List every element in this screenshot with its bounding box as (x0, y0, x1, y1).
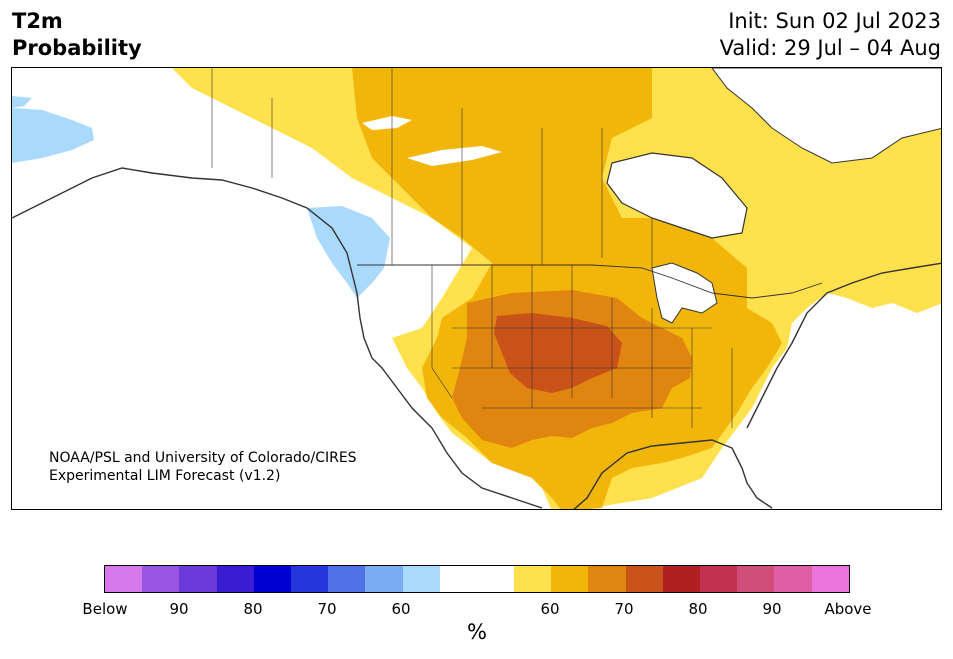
prob-region-below-60-alaska-inner (12, 96, 32, 108)
map-title: T2m Probability (12, 8, 142, 62)
colorbar-segment (142, 566, 180, 592)
colorbar-segment (476, 566, 515, 592)
coastline (12, 167, 543, 509)
colorbar-tick-label: Below (82, 600, 128, 618)
colorbar-tick-label: 70 (614, 600, 634, 618)
inland-lake-2 (407, 146, 502, 166)
colorbar-segment (439, 566, 477, 592)
colorbar-tick-label: 90 (762, 600, 782, 618)
colorbar-segment (811, 566, 849, 592)
arctic-islands (711, 68, 941, 164)
init-date: Init: Sun 02 Jul 2023 (728, 9, 941, 33)
colorbar-segment (588, 566, 626, 592)
colorbar-segment (365, 566, 403, 592)
colorbar-tick-label: 80 (688, 600, 708, 618)
colorbar-segment (625, 566, 663, 592)
probability-colorbar (104, 565, 850, 593)
credit-line-1: NOAA/PSL and University of Colorado/CIRE… (49, 450, 357, 466)
prob-region-75 (494, 313, 622, 393)
prob-region-below-60-pacific (307, 206, 390, 298)
valid-range: Valid: 29 Jul – 04 Aug (719, 36, 941, 60)
colorbar-segment (328, 566, 366, 592)
date-info: Init: Sun 02 Jul 2023 Valid: 29 Jul – 04… (720, 8, 941, 62)
colorbar-tick-label: 90 (169, 600, 189, 618)
colorbar-segment (290, 566, 329, 592)
colorbar-segment (737, 566, 775, 592)
gulf-coastline (573, 439, 773, 509)
colorbar-segment (253, 566, 291, 592)
colorbar-tick-label: 80 (243, 600, 263, 618)
variable-label: T2m (12, 9, 63, 33)
colorbar-segment (662, 566, 700, 592)
colorbar-tick-label: Above (824, 600, 872, 618)
colorbar-segment (551, 566, 589, 592)
product-label: Probability (12, 36, 142, 60)
colorbar-unit: % (467, 620, 487, 644)
colorbar-segment (216, 566, 254, 592)
colorbar-segment (105, 566, 143, 592)
colorbar-tick-label: 60 (540, 600, 560, 618)
map-svg (12, 68, 941, 509)
colorbar-segment (700, 566, 738, 592)
inland-lake-1 (362, 116, 412, 130)
colorbar-segment (402, 566, 440, 592)
canada-province-borders (211, 68, 653, 268)
prob-region-below-60-alaska (12, 108, 94, 163)
colorbar-tick-label: 60 (391, 600, 411, 618)
colorbar-segment (179, 566, 217, 592)
credit-line-2: Experimental LIM Forecast (v1.2) (49, 468, 281, 484)
colorbar-segment (774, 566, 812, 592)
hudson-bay (606, 152, 748, 239)
east-coastline (746, 262, 941, 429)
great-lakes (651, 262, 718, 324)
colorbar-segment (514, 566, 552, 592)
colorbar-tick-label: 70 (317, 600, 337, 618)
forecast-credit: NOAA/PSL and University of Colorado/CIRE… (49, 449, 357, 485)
us-canada-border (357, 264, 823, 299)
forecast-map (11, 67, 942, 510)
state-borders (431, 265, 733, 428)
